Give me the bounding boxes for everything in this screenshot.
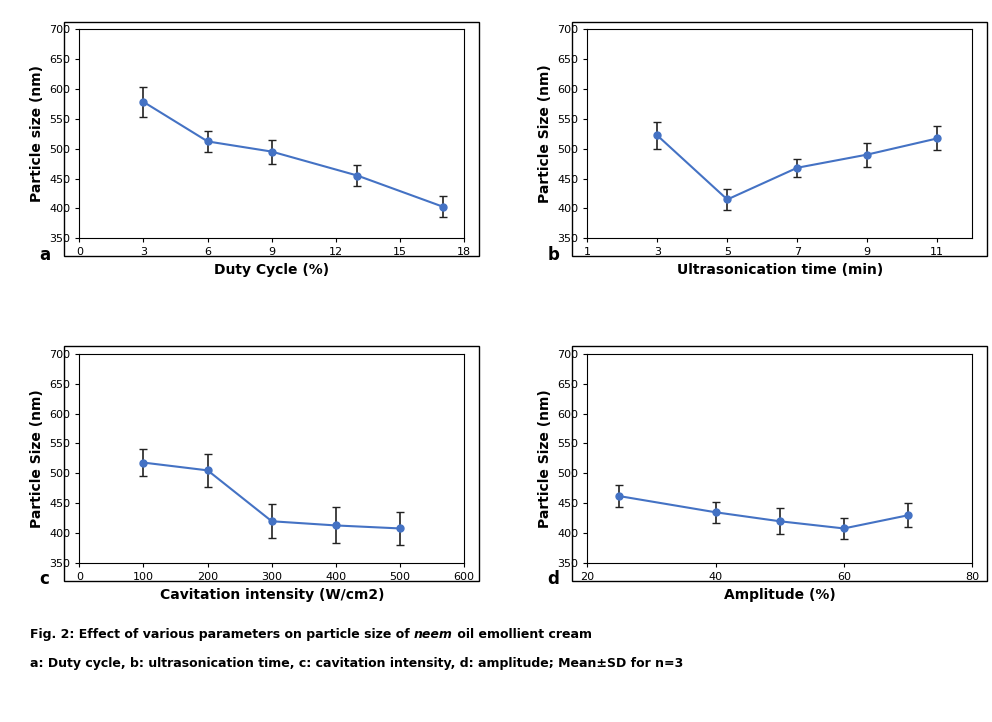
Text: c: c	[40, 570, 50, 588]
X-axis label: Ultrasonication time (min): Ultrasonication time (min)	[677, 263, 883, 277]
Text: neem: neem	[414, 628, 452, 641]
Text: a: Duty cycle, b: ultrasonication time, c: cavitation intensity, d: amplitude; M: a: Duty cycle, b: ultrasonication time, …	[30, 657, 683, 670]
X-axis label: Amplitude (%): Amplitude (%)	[724, 588, 835, 601]
Y-axis label: Particle Size (nm): Particle Size (nm)	[30, 389, 44, 528]
Y-axis label: Particle Size (nm): Particle Size (nm)	[538, 389, 552, 528]
X-axis label: Duty Cycle (%): Duty Cycle (%)	[214, 263, 329, 277]
Text: oil emollient cream: oil emollient cream	[452, 628, 592, 641]
Text: Fig. 2: Effect of various parameters on particle size of: Fig. 2: Effect of various parameters on …	[30, 628, 414, 641]
Text: b: b	[548, 245, 559, 264]
Y-axis label: Particle Size (nm): Particle Size (nm)	[538, 64, 552, 203]
Text: a: a	[40, 245, 51, 264]
X-axis label: Cavitation intensity (W/cm2): Cavitation intensity (W/cm2)	[160, 588, 384, 601]
Text: d: d	[548, 570, 559, 588]
Y-axis label: Particle size (nm): Particle size (nm)	[30, 65, 44, 202]
